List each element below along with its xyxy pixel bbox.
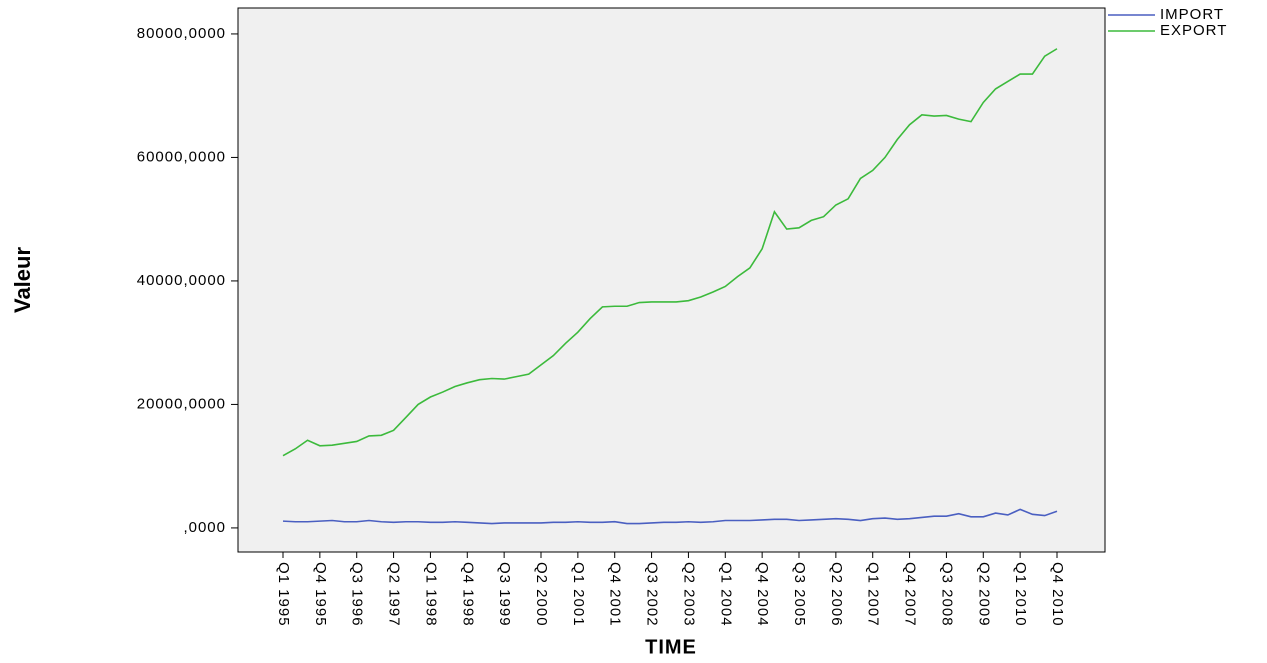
x-tick-label: Q3 2008 — [938, 562, 955, 627]
series-line — [282, 48, 1058, 457]
x-axis-title: TIME — [645, 636, 697, 658]
x-tick-label: Q2 1997 — [386, 562, 403, 627]
y-tick-label: 40000,0000 — [137, 272, 226, 289]
y-tick-label: ,0000 — [183, 519, 226, 536]
x-tick-label: Q4 2010 — [1049, 562, 1066, 627]
x-tick-label: Q4 1995 — [312, 562, 329, 627]
x-tick-label: Q2 2009 — [975, 562, 992, 627]
x-tick-label: Q1 2001 — [570, 562, 587, 627]
series-line — [282, 508, 1058, 525]
x-tick-label: Q1 2004 — [717, 562, 734, 627]
x-tick-label: Q1 2010 — [1012, 562, 1029, 627]
x-tick-label: Q4 2004 — [754, 562, 771, 627]
legend-label: EXPORT — [1160, 22, 1227, 39]
y-tick-label: 20000,0000 — [137, 395, 226, 412]
x-tick-label: Q1 2007 — [865, 562, 882, 627]
plot-area — [237, 7, 1106, 553]
x-tick-label: Q3 2002 — [644, 562, 661, 627]
y-tick-label: 60000,0000 — [137, 148, 226, 165]
x-tick-label: Q3 2005 — [791, 562, 808, 627]
x-tick-label: Q4 2007 — [902, 562, 919, 627]
x-tick-label: Q2 2000 — [533, 562, 550, 627]
y-axis-title: Valeur — [10, 247, 35, 313]
x-tick-label: Q4 2001 — [607, 562, 624, 627]
x-tick-label: Q2 2006 — [828, 562, 845, 627]
x-tick-label: Q1 1998 — [422, 562, 439, 627]
x-tick-label: Q2 2003 — [680, 562, 697, 627]
x-tick-label: Q4 1998 — [459, 562, 476, 627]
x-tick-label: Q3 1996 — [349, 562, 366, 627]
x-tick-label: Q1 1995 — [275, 562, 292, 627]
y-tick-label: 80000,0000 — [137, 25, 226, 42]
x-tick-label: Q3 1999 — [496, 562, 513, 627]
legend-label: IMPORT — [1160, 6, 1224, 23]
